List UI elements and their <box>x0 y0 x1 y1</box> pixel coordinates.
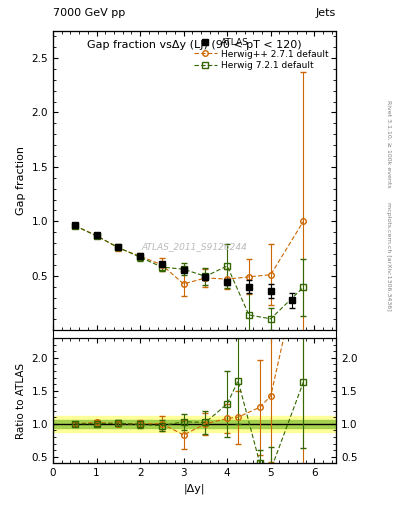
Bar <box>53 420 336 428</box>
Text: 7000 GeV pp: 7000 GeV pp <box>53 8 125 18</box>
X-axis label: |Δy|: |Δy| <box>184 484 205 494</box>
Text: ATLAS_2011_S9126244: ATLAS_2011_S9126244 <box>141 242 248 251</box>
Y-axis label: Gap fraction: Gap fraction <box>16 146 26 215</box>
Bar <box>53 416 336 432</box>
Text: Gap fraction vsΔy (LJ) (90 < pT < 120): Gap fraction vsΔy (LJ) (90 < pT < 120) <box>87 40 302 50</box>
Legend: ATLAS, Herwig++ 2.7.1 default, Herwig 7.2.1 default: ATLAS, Herwig++ 2.7.1 default, Herwig 7.… <box>191 35 332 73</box>
Text: Jets: Jets <box>316 8 336 18</box>
Y-axis label: Ratio to ATLAS: Ratio to ATLAS <box>16 362 26 439</box>
Text: Rivet 3.1.10, ≥ 100k events: Rivet 3.1.10, ≥ 100k events <box>386 99 391 187</box>
Text: mcplots.cern.ch [arXiv:1306.3436]: mcplots.cern.ch [arXiv:1306.3436] <box>386 202 391 310</box>
